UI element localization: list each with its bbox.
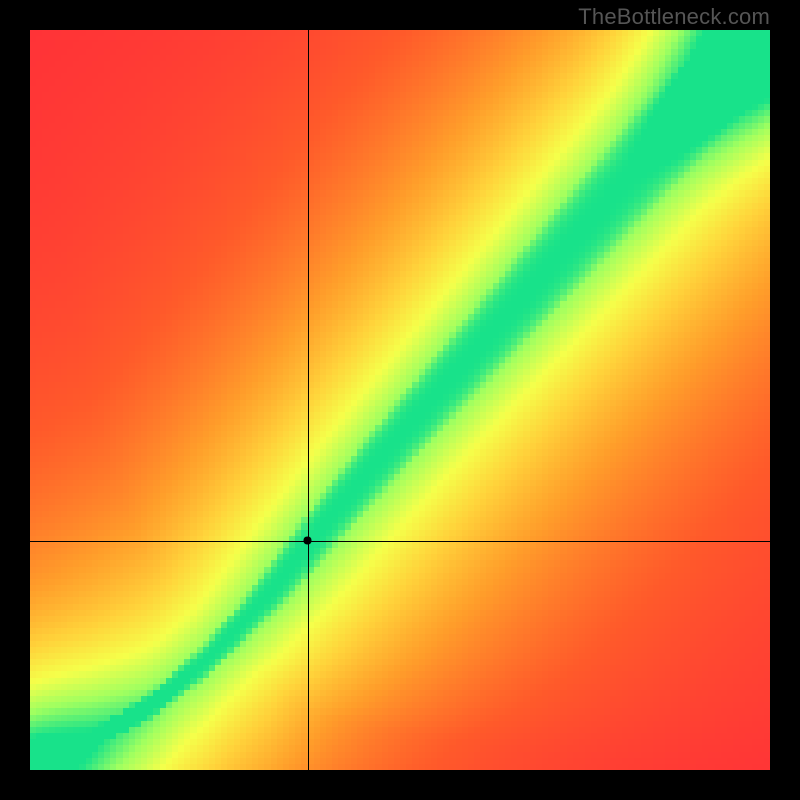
chart-container: TheBottleneck.com — [0, 0, 800, 800]
watermark-label: TheBottleneck.com — [578, 4, 770, 30]
bottleneck-heatmap — [0, 0, 800, 800]
